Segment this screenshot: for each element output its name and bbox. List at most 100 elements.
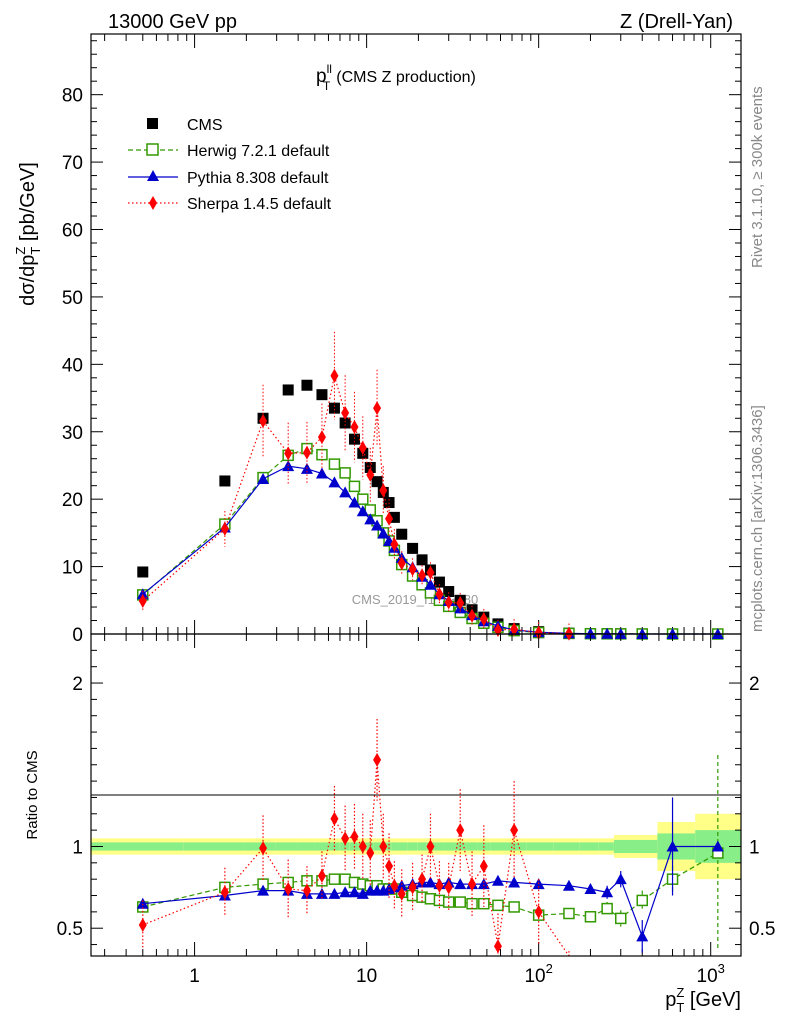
- data-point: [584, 627, 597, 639]
- data-point: [348, 433, 360, 445]
- ratio-point: [493, 939, 502, 954]
- ratio-point: [479, 859, 488, 874]
- title-sub: T: [323, 79, 331, 93]
- ratio-point: [259, 841, 268, 856]
- ratio-series-group: [136, 718, 724, 957]
- ratio-point: [315, 887, 328, 899]
- ratio-point: [562, 879, 575, 891]
- ratio-point: [257, 884, 270, 896]
- ratio-point: [711, 840, 724, 852]
- ratio-line: [142, 845, 718, 939]
- data-point: [219, 475, 231, 487]
- data-point: [339, 486, 352, 498]
- y-tick-label: 50: [62, 288, 83, 309]
- ratio-point: [317, 868, 326, 883]
- series-line: [142, 465, 718, 635]
- ratio-panel: 0.5 0.51 12 2 1 10 102 103 Ratio to CMS pTZ [G…: [24, 633, 775, 1015]
- ratio-band-inner: [391, 842, 399, 851]
- data-point: [317, 430, 326, 445]
- data-point: [424, 578, 437, 590]
- ratio-point: [373, 752, 382, 767]
- x-tick-base: 1: [189, 966, 200, 987]
- ratio-band-inner: [339, 842, 350, 851]
- ratio-point: [348, 886, 361, 898]
- data-point: [390, 537, 399, 552]
- ratio-point: [330, 811, 339, 826]
- data-point: [315, 467, 328, 479]
- ratio-point: [456, 823, 465, 838]
- x-axis-label: pTZ [GeV]: [665, 985, 741, 1015]
- ratio-point: [491, 874, 504, 886]
- ratio-point: [510, 823, 519, 838]
- legend-pythia-label: Pythia 8.308 default: [187, 170, 329, 187]
- ratio-tick-label-right: 1: [749, 837, 760, 858]
- y-tick-label: 60: [62, 221, 83, 242]
- ratio-band-inner: [579, 842, 599, 851]
- ratio-point: [385, 859, 394, 874]
- y-tick-label: 40: [62, 355, 83, 376]
- data-point: [282, 384, 294, 396]
- ratio-point: [397, 886, 406, 901]
- ratio-y-ticks: 0.5 0.5 1 1 2 2: [57, 649, 775, 946]
- x-tick-base: 10: [524, 966, 545, 987]
- ratio-point: [468, 877, 477, 892]
- ylabel-a: dσ/dp: [17, 255, 39, 306]
- ratio-band-inner: [553, 842, 580, 851]
- legend-herwig-label: Herwig 7.2.1 default: [187, 143, 330, 160]
- y-tick-label: 10: [62, 558, 83, 579]
- ratio-point: [328, 873, 341, 885]
- title-rest: (CMS Z production): [336, 69, 476, 86]
- data-point: [418, 568, 427, 583]
- ratio-point: [454, 896, 466, 908]
- ratio-point: [435, 878, 444, 893]
- data-point: [388, 511, 400, 523]
- legend-herwig-marker: [146, 143, 159, 156]
- ratio-point: [339, 873, 351, 885]
- x-tick-exp: 3: [718, 961, 725, 976]
- data-point: [357, 493, 369, 505]
- data-point: [364, 461, 376, 473]
- data-point: [443, 586, 455, 598]
- ratio-point: [395, 879, 408, 891]
- ratio-point: [390, 878, 399, 893]
- ylabel-sub: T: [28, 247, 43, 255]
- data-point: [383, 497, 395, 509]
- data-point: [373, 401, 382, 416]
- ratio-point: [508, 876, 521, 888]
- x-tick-label: 103: [697, 961, 725, 987]
- data-point: [316, 448, 328, 461]
- legend-cms-marker: [147, 118, 158, 129]
- legend-cms-label: CMS: [187, 117, 223, 134]
- y-tick-label: 30: [62, 423, 83, 444]
- data-point: [257, 472, 270, 484]
- x-tick-base: 10: [356, 966, 377, 987]
- ratio-band-inner: [631, 839, 658, 854]
- ratio-line: [142, 759, 570, 957]
- ratio-band-inner: [386, 842, 392, 851]
- data-point: [339, 417, 351, 429]
- ratio-tick-label-right: 2: [749, 674, 760, 695]
- data-point: [356, 505, 369, 517]
- ratio-tick-label: 0.5: [57, 919, 83, 940]
- ratio-point: [341, 831, 350, 846]
- ratio-band-inner: [407, 842, 418, 851]
- ratio-band-inner: [506, 842, 527, 851]
- title-p: p: [316, 66, 327, 87]
- data-point: [316, 389, 328, 401]
- ratio-point: [636, 894, 648, 907]
- ratio-point: [614, 912, 627, 925]
- data-point: [259, 413, 268, 428]
- data-point: [328, 402, 340, 414]
- data-point: [510, 622, 519, 637]
- ratio-point: [220, 885, 229, 900]
- data-point: [435, 587, 444, 602]
- ratio-band-inner: [490, 842, 507, 851]
- plot-title: pll T (CMS Z production): [316, 62, 476, 93]
- ratio-tick-label-right: 0.5: [749, 919, 775, 940]
- ylabel-b: [pb/GeV]: [17, 162, 39, 247]
- y-tick-label: 20: [62, 490, 83, 511]
- ratio-point: [408, 880, 417, 895]
- data-point: [408, 562, 417, 577]
